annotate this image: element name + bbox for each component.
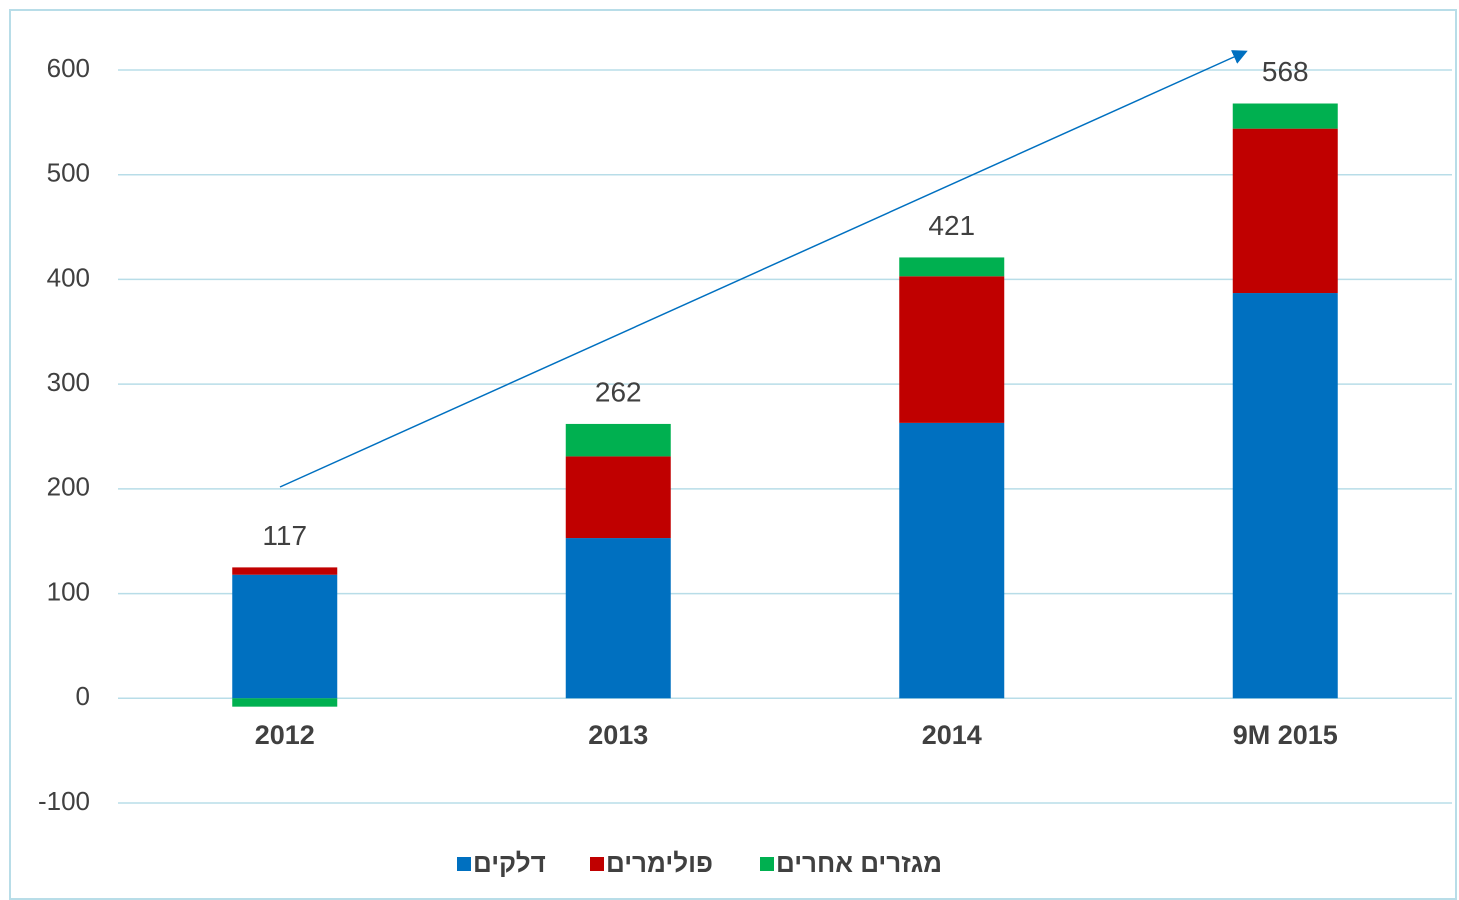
total-label: 568 xyxy=(1262,56,1309,87)
total-label: 421 xyxy=(928,210,975,241)
y-tick-label: 0 xyxy=(76,681,90,711)
y-tick-label: 500 xyxy=(47,158,90,188)
bar-segment xyxy=(899,422,1005,699)
y-tick-label: 400 xyxy=(47,262,90,292)
x-tick-label: 2013 xyxy=(588,720,648,750)
total-label: 117 xyxy=(262,520,307,551)
y-tick-label: 600 xyxy=(47,53,90,83)
bar-segment xyxy=(232,698,338,707)
legend-label: פולימרים xyxy=(606,848,713,878)
legend-label: מגזרים אחרים xyxy=(776,848,942,878)
bar-segment xyxy=(232,567,338,575)
legend-label: דלקים xyxy=(473,848,546,878)
bar-segment xyxy=(899,257,1005,277)
x-tick-label: 9M 2015 xyxy=(1233,720,1338,750)
total-label: 262 xyxy=(595,376,642,407)
y-tick-label: 300 xyxy=(47,367,90,397)
legend-swatch xyxy=(590,857,604,871)
bar-segment xyxy=(899,276,1005,423)
x-tick-label: 2014 xyxy=(922,720,982,750)
legend-swatch xyxy=(760,857,774,871)
bar-segment xyxy=(565,538,671,699)
y-tick-label: 200 xyxy=(47,472,90,502)
y-tick-label: -100 xyxy=(38,786,90,816)
bar-segment xyxy=(1232,128,1338,294)
chart-border xyxy=(9,9,1457,900)
trend-arrow xyxy=(279,50,1248,488)
bar-segment xyxy=(565,456,671,539)
legend-swatch xyxy=(457,857,471,871)
bar-segment xyxy=(565,423,671,457)
x-tick-label: 2012 xyxy=(255,720,315,750)
y-tick-label: 100 xyxy=(47,576,90,606)
bar-segment xyxy=(1232,103,1338,129)
bar-segment xyxy=(1232,293,1338,699)
bar-segment xyxy=(232,574,338,699)
